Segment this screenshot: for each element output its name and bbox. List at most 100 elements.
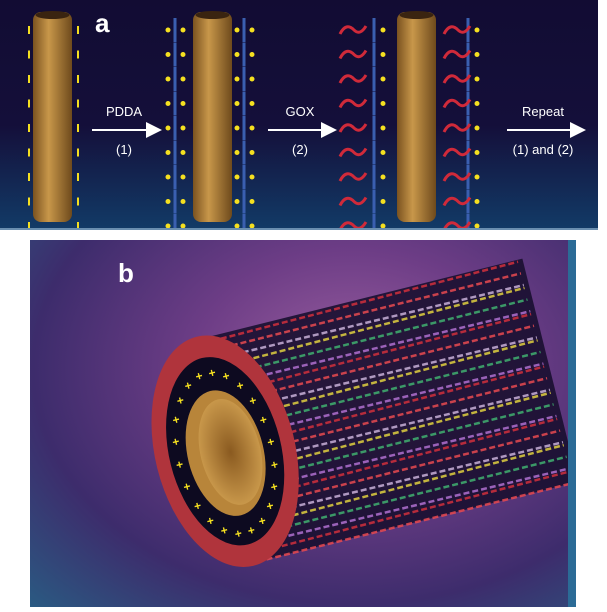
gox-enzyme [338,147,368,158]
negative-charge [77,222,79,230]
step-repeat-number: (1) and (2) [512,142,574,157]
nanotube-2 [193,12,232,222]
positive-charge [380,52,386,57]
positive-charge: + [207,365,217,380]
positive-charge [234,223,240,229]
negative-charge [28,124,30,132]
positive-charge [474,223,480,229]
positive-charge [249,199,255,204]
enzyme-strand [248,443,565,528]
positive-charge [380,27,386,33]
positive-charge [234,125,240,131]
positive-charge: + [171,434,181,449]
positive-charge [234,27,240,33]
positive-charge [165,223,171,229]
positive-charge [180,27,186,33]
positive-charge [180,174,186,180]
positive-charge [165,199,171,204]
positive-charge [474,125,480,131]
positive-charge [165,52,171,57]
positive-charge [249,27,255,33]
positive-charge [474,27,480,33]
gox-enzyme [338,74,368,84]
positive-charge [249,101,255,106]
tube-opening [198,399,263,505]
positive-charge [180,76,186,82]
positive-charge [180,199,186,204]
gox-enzyme [338,49,368,60]
negative-charge [28,148,30,157]
enzyme-strand [207,283,525,362]
positive-charge: + [265,498,275,513]
positive-charge [180,223,186,229]
positive-charge: + [233,526,243,541]
gox-enzyme [442,74,472,84]
positive-charge [249,150,255,155]
positive-charge [474,52,480,57]
negative-charge [77,173,79,181]
positive-charge: + [182,479,192,494]
positive-charge [249,125,255,131]
positive-charge [380,199,386,204]
positive-charge [380,76,386,82]
step-1-reagent: PDDA [105,104,143,119]
negative-charge [77,148,79,157]
positive-charge: + [219,523,229,538]
negative-charge [28,99,30,108]
positive-charge [380,101,386,106]
negative-charge [77,197,79,206]
positive-charge: + [205,513,215,528]
negative-charge [28,222,30,230]
step-2-number: (2) [292,142,308,157]
positive-charge: + [257,513,267,528]
positive-charge: + [248,393,258,408]
positive-charge: + [171,412,181,427]
positive-charge: + [221,369,231,384]
positive-charge [249,52,255,57]
panel-a-layer-by-layer-scheme: a PDDA (1) GOX (2) Repeat (1) and (2) [0,0,598,238]
positive-charge [180,125,186,131]
positive-charge [234,150,240,155]
enzyme-strand [246,440,564,520]
enzyme-strand [253,467,570,546]
positive-charge [234,174,240,180]
positive-charge [234,199,240,204]
nanotube-opening [399,11,434,19]
positive-charge: + [174,457,184,472]
gox-enzyme [338,172,368,182]
panel-b-label: b [118,258,134,288]
positive-charge: + [269,479,279,494]
gox-enzyme [442,172,472,182]
positive-charge [165,27,171,33]
positive-charge [180,150,186,155]
positive-charge: + [246,523,256,538]
positive-charge: + [235,378,245,393]
positive-charge [249,174,255,180]
step-repeat-reagent: Repeat [522,104,564,119]
positive-charge [474,150,480,155]
positive-charge: + [269,457,279,472]
positive-charge: + [183,378,193,393]
gox-enzyme [338,221,368,231]
positive-charge [474,174,480,180]
positive-charge [380,174,386,180]
negative-charge [28,173,30,181]
gox-enzyme [442,221,472,231]
positive-charge: + [266,434,276,449]
enzyme-strand [250,455,567,537]
negative-charge [77,26,79,34]
enzyme-strand [203,260,519,345]
nanotube-opening [195,11,230,19]
negative-charge [77,50,79,59]
gox-enzyme [338,196,368,207]
enzyme-strand [205,272,522,354]
positive-charge [474,76,480,82]
scheme-drawing [28,11,586,238]
negative-charge [77,124,79,132]
positive-charge: + [192,498,202,513]
edge-strip [568,240,576,607]
negative-charge [28,26,30,34]
nanotube-1 [33,12,72,222]
positive-charge [380,125,386,131]
positive-charge [380,223,386,229]
